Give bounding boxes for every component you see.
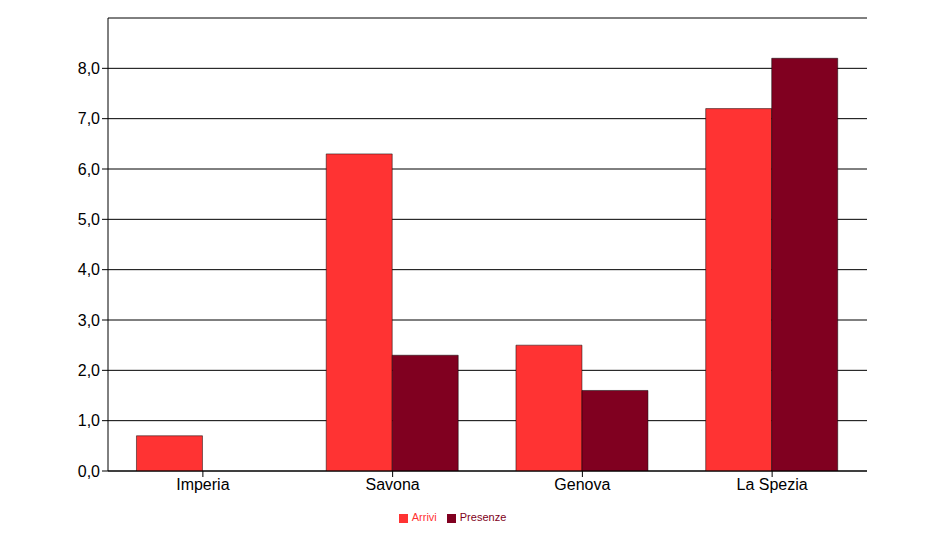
- svg-text:0,0: 0,0: [78, 463, 100, 480]
- svg-text:1,0: 1,0: [78, 412, 100, 429]
- svg-text:6,0: 6,0: [78, 161, 100, 178]
- svg-text:Genova: Genova: [554, 476, 610, 493]
- svg-text:5,0: 5,0: [78, 211, 100, 228]
- svg-text:Imperia: Imperia: [176, 476, 229, 493]
- svg-text:8,0: 8,0: [78, 60, 100, 77]
- svg-text:3,0: 3,0: [78, 312, 100, 329]
- svg-text:4,0: 4,0: [78, 261, 100, 278]
- html-text:Arrivi: Arrivi: [411, 511, 437, 523]
- svg-text:2,0: 2,0: [78, 362, 100, 379]
- html-text:Presenze: Presenze: [459, 511, 507, 523]
- svg-text:La Spezia: La Spezia: [737, 476, 808, 493]
- svg-text:7,0: 7,0: [78, 110, 100, 127]
- svg-text:Savona: Savona: [365, 476, 419, 493]
